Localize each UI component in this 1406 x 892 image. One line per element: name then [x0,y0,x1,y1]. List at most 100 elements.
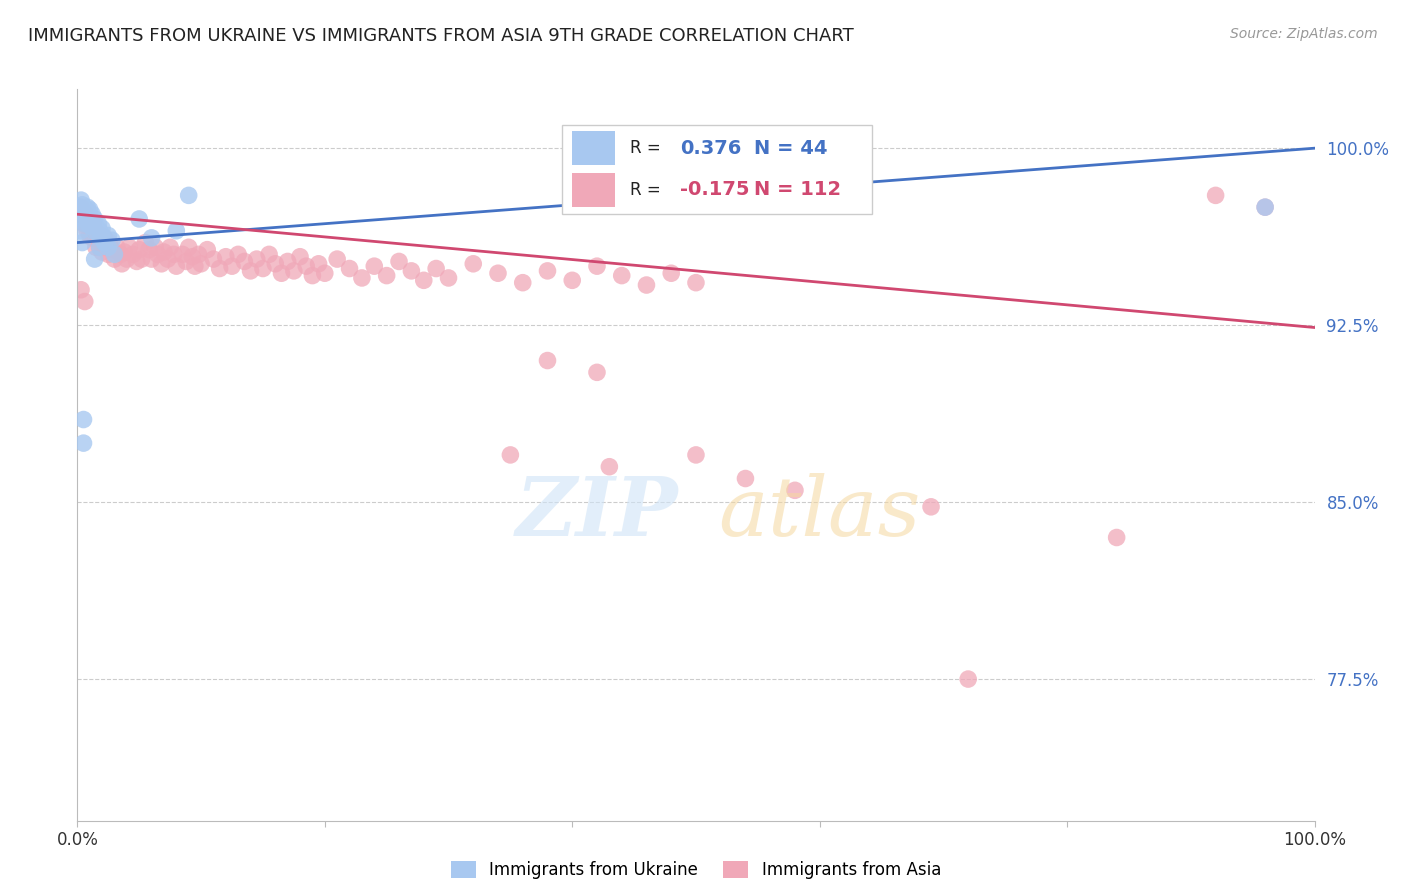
Point [91,235,114,250]
Point [83,224,105,238]
Point [93,231,115,245]
Point [80,219,103,233]
Point [86,226,108,240]
Point [90,228,112,243]
Point [83,211,105,226]
Point [215,250,238,264]
Point [598,459,620,474]
Point [94,240,117,254]
Point [77,211,100,226]
Point [1205,188,1227,202]
Point [75,210,97,224]
Point [561,273,583,287]
Point [76,200,98,214]
Point [75,207,97,221]
Point [103,252,125,266]
Point [339,261,361,276]
Point [301,268,323,283]
Text: 0.376: 0.376 [681,138,741,158]
Point [91,228,114,243]
Point [87,233,110,247]
Point [76,214,98,228]
Point [72,412,94,426]
Point [80,214,103,228]
Point [783,483,806,498]
Point [463,257,485,271]
Point [79,202,101,217]
Text: ZIP: ZIP [516,474,678,553]
Point [97,247,120,261]
Bar [572,131,614,165]
Point [350,271,373,285]
Point [72,235,94,250]
Point [141,231,163,245]
Point [84,231,107,245]
Point [72,198,94,212]
Text: -0.175: -0.175 [681,180,749,200]
Text: atlas: atlas [718,474,921,553]
Point [163,247,186,261]
Point [1254,200,1277,214]
Point [425,261,447,276]
Point [388,254,411,268]
Point [110,247,132,261]
Point [76,217,98,231]
Point [70,224,93,238]
Point [73,207,96,221]
Point [87,217,110,231]
Point [264,257,287,271]
Point [363,259,385,273]
Point [70,193,93,207]
Point [143,240,166,254]
Text: Source: ZipAtlas.com: Source: ZipAtlas.com [1230,27,1378,41]
Point [89,240,111,254]
Point [112,245,135,260]
Point [72,436,94,450]
Point [283,264,305,278]
Point [82,231,104,245]
Point [177,240,200,254]
Point [90,231,112,245]
Point [75,202,97,217]
Point [288,250,311,264]
Point [202,252,225,266]
Point [375,268,398,283]
Point [308,257,330,271]
Point [512,276,534,290]
Point [69,200,91,214]
Bar [572,173,614,207]
Point [277,254,299,268]
Text: IMMIGRANTS FROM UKRAINE VS IMMIGRANTS FROM ASIA 9TH GRADE CORRELATION CHART: IMMIGRANTS FROM UKRAINE VS IMMIGRANTS FR… [28,27,853,45]
Point [89,224,111,238]
Point [239,264,262,278]
Point [128,211,150,226]
Text: N = 112: N = 112 [754,180,841,200]
Point [190,257,212,271]
Point [153,245,176,260]
Point [70,283,93,297]
Point [73,294,96,309]
Point [208,261,231,276]
Point [1254,200,1277,214]
Point [101,243,124,257]
Point [84,219,107,233]
Point [685,448,707,462]
Point [72,205,94,219]
Point [89,240,111,254]
Point [270,266,292,280]
Point [79,211,101,226]
Point [920,500,942,514]
Point [257,247,280,261]
Point [82,224,104,238]
Point [437,271,460,285]
Point [83,252,105,266]
Point [314,266,336,280]
Point [93,235,115,250]
Point [957,672,980,686]
Point [82,207,104,221]
Point [233,254,256,268]
Point [101,233,124,247]
Point [156,252,179,266]
Point [150,257,173,271]
Point [252,261,274,276]
